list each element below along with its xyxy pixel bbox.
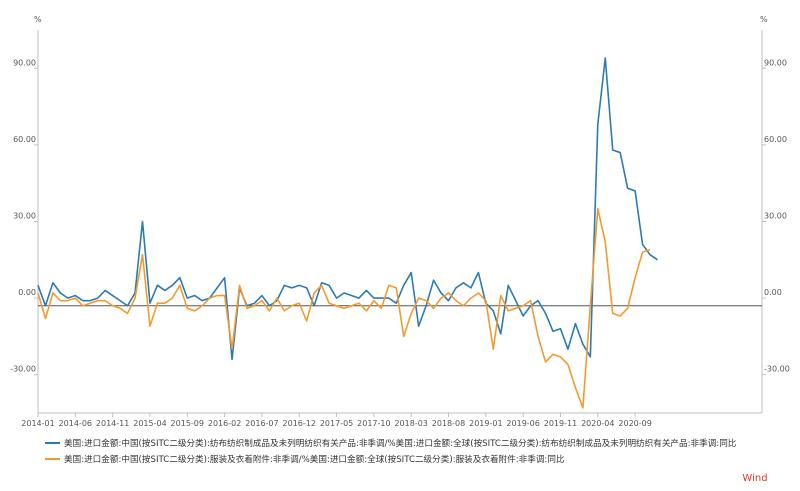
legend-label-series-2: 美国:进口金额:中国(按SITC二级分类):服装及衣着附件:非季调/%美国:进口… [64, 453, 565, 465]
x-tick-label: 2018-08 [432, 419, 465, 428]
x-tick-label: 2016-12 [283, 419, 316, 428]
series-line-2 [37, 207, 651, 409]
x-tick-label: 2015-04 [133, 419, 166, 428]
x-tick-label: 2020-09 [618, 419, 651, 428]
wind-watermark: Wind [742, 473, 767, 484]
x-tick-label: 2017-10 [357, 419, 390, 428]
x-tick-label: 2014-06 [59, 419, 92, 428]
y-unit-right: % [760, 15, 768, 24]
x-tick-label: 2016-07 [245, 419, 278, 428]
y-tick-label-left: 90.00 [13, 58, 36, 67]
x-tick-label: 2020-04 [581, 419, 614, 428]
x-tick-label: 2017-05 [320, 419, 353, 428]
y-unit-left: % [34, 15, 42, 24]
x-tick-label: 2014-01 [21, 419, 54, 428]
x-ticks: 2014-01 2014-06 2014-11 2015-04 2015-09 2016-… [21, 413, 652, 428]
y-tick-label-left: 60.00 [13, 135, 36, 144]
y-ticks-left: -30.00 0.00 30.00 60.00 90.00 [10, 58, 38, 376]
series-line-1 [37, 57, 658, 361]
legend: 美国:进口金额:中国(按SITC二级分类):纺布纺织制成品及未列明纺织有关产品:… [45, 437, 737, 465]
x-tick-label: 2019-06 [506, 419, 539, 428]
x-tick-label: 2018-03 [394, 419, 427, 428]
y-ticks-right: -30.00 0.00 30.00 60.00 90.00 [762, 58, 790, 376]
y-tick-label-left: 30.00 [13, 212, 36, 221]
x-tick-label: 2019-11 [544, 419, 577, 428]
x-tick-label: 2014-11 [96, 419, 129, 428]
y-tick-label-right: -30.00 [764, 365, 790, 374]
y-tick-label-right: 90.00 [764, 58, 787, 67]
y-tick-label-right: 0.00 [764, 288, 782, 297]
legend-label-series-1: 美国:进口金额:中国(按SITC二级分类):纺布纺织制成品及未列明纺织有关产品:… [64, 437, 737, 449]
x-tick-label: 2019-01 [469, 419, 502, 428]
x-tick-label: 2016-02 [208, 419, 241, 428]
y-tick-label-left: 0.00 [18, 288, 36, 297]
y-tick-label-left: -30.00 [10, 365, 36, 374]
y-tick-label-right: 60.00 [764, 135, 787, 144]
series-layer [37, 57, 658, 409]
x-tick-label: 2015-09 [171, 419, 204, 428]
y-tick-label-right: 30.00 [764, 212, 787, 221]
